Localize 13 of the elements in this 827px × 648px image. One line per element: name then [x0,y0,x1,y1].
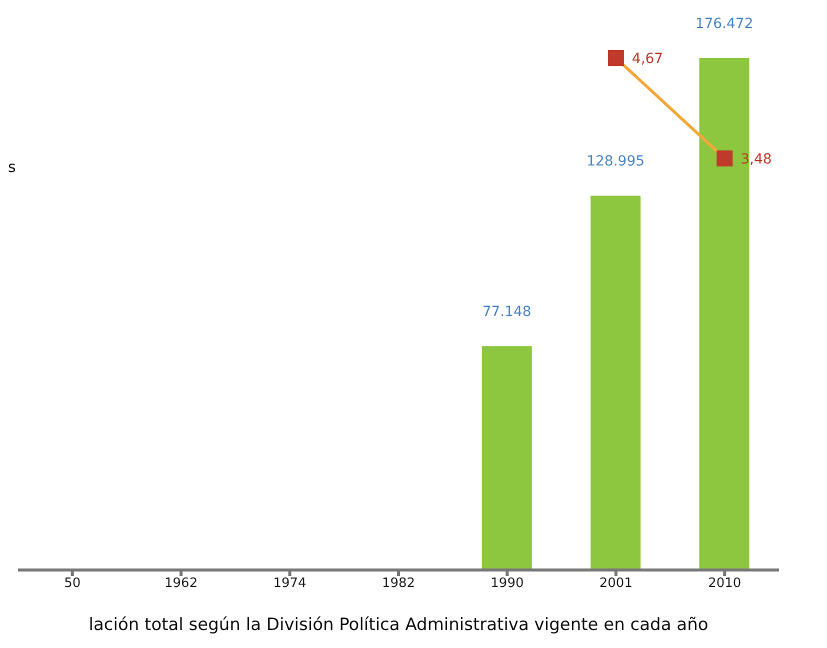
x-tick-label: 2001 [599,576,632,592]
x-tick-label: 1962 [164,576,198,592]
data-label: 77.148 [482,304,532,320]
data-label: 4,67 [632,51,664,67]
x-tick-label: 1990 [490,576,524,592]
data-label: 128.995 [586,154,645,170]
x-tick-label: 1982 [382,576,416,592]
data-label: 176.472 [695,16,754,32]
x-tick-label: 2010 [708,576,742,592]
x-tick-label: 1974 [273,576,306,592]
x-axis-title: lación total según la División Política Administrativa vigente en cada año [88,615,708,635]
text: s [8,158,16,176]
x-tick-label: 50 [64,576,81,592]
